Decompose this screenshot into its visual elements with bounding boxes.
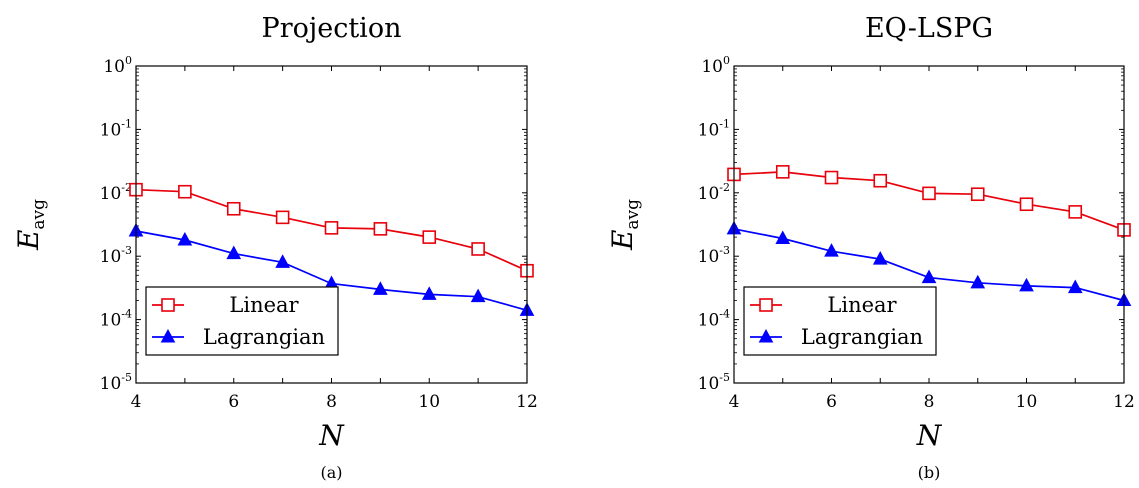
legend-label: Lagrangian xyxy=(203,325,325,349)
data-point-linear xyxy=(275,210,290,225)
x-axis-label: N xyxy=(318,419,345,452)
x-axis-label: N xyxy=(916,419,943,452)
data-point-linear xyxy=(775,165,790,179)
legend: Linear Lagrangian xyxy=(145,286,339,356)
data-point-lagrangian xyxy=(872,251,888,265)
data-point-lagrangian xyxy=(824,243,839,257)
data-point-linear xyxy=(1019,197,1034,212)
data-point-linear xyxy=(178,184,192,199)
data-point-lagrangian xyxy=(1019,277,1034,292)
data-point-linear xyxy=(970,187,985,202)
legend-box xyxy=(743,286,937,356)
data-point-linear xyxy=(226,201,241,216)
legend-box xyxy=(145,286,339,356)
data-point-lagrangian xyxy=(1067,279,1083,294)
subfigure-caption: (b) xyxy=(918,463,941,482)
legend-marker-lagrangian xyxy=(758,328,774,343)
legend-marker-lagrangian xyxy=(160,328,176,343)
data-point-linear xyxy=(873,173,888,188)
y-tick-label: 10-5 xyxy=(100,371,132,394)
x-tick-label: 4 xyxy=(729,392,740,412)
plot-frame xyxy=(135,65,528,384)
chart-title: EQ-LSPG xyxy=(865,13,993,44)
chart-title: Projection xyxy=(262,13,402,44)
y-tick-label: 100 xyxy=(103,54,132,77)
data-point-linear xyxy=(373,222,388,236)
y-tick-label: 10-4 xyxy=(698,308,730,331)
y-tick-label: 100 xyxy=(701,54,730,77)
data-point-lagrangian xyxy=(970,274,986,289)
data-point-linear xyxy=(471,242,485,256)
legend-label: Linear xyxy=(229,293,299,317)
data-point-lagrangian xyxy=(470,288,486,303)
y-tick-label: 10-1 xyxy=(100,117,132,140)
data-point-lagrangian xyxy=(177,231,193,246)
data-point-linear xyxy=(324,221,339,235)
plot-frame xyxy=(733,65,1125,384)
x-tick-label: 4 xyxy=(131,392,142,412)
y-tick-label: 10-1 xyxy=(698,117,730,140)
legend: Linear Lagrangian xyxy=(743,286,937,356)
x-tick-label: 8 xyxy=(326,392,337,412)
legend-label: Lagrangian xyxy=(801,325,923,349)
chart-panel-1: Projection 10-5 10-4 10-3 10-2 10-1 100 4 6 8 10 12… xyxy=(12,13,538,482)
y-tick-label: 10-2 xyxy=(100,181,132,204)
data-point-linear xyxy=(1068,205,1083,219)
x-tick-label: 8 xyxy=(924,392,935,412)
y-tick-label: 10-2 xyxy=(698,181,730,204)
x-tick-label: 12 xyxy=(516,392,538,412)
x-tick-label: 12 xyxy=(1113,392,1135,412)
legend-label: Linear xyxy=(827,293,897,317)
y-tick-label: 10-3 xyxy=(100,244,132,267)
y-axis-label: Eavg xyxy=(12,199,49,251)
x-tick-label: 10 xyxy=(1016,392,1038,412)
legend-marker-linear xyxy=(161,298,175,312)
data-point-lagrangian xyxy=(373,281,388,295)
chart-panel-2: EQ-LSPG 10-5 10-4 10-3 10-2 10-1 100 4 6 8 10 12 N Ea… xyxy=(606,13,1135,482)
data-point-linear xyxy=(922,186,936,201)
subfigure-caption: (a) xyxy=(320,463,342,482)
y-axis-label: Eavg xyxy=(606,199,643,251)
x-tick-label: 6 xyxy=(826,392,837,412)
y-tick-label: 10-5 xyxy=(698,371,730,394)
data-point-lagrangian xyxy=(275,254,290,268)
data-point-lagrangian xyxy=(921,269,937,284)
data-point-linear xyxy=(422,230,437,244)
y-tick-label: 10-3 xyxy=(698,244,730,267)
x-tick-label: 6 xyxy=(228,392,239,412)
data-point-lagrangian xyxy=(775,230,791,245)
legend-marker-linear xyxy=(759,298,773,312)
y-tick-label: 10-4 xyxy=(100,308,132,331)
data-point-lagrangian xyxy=(421,286,437,300)
data-point-lagrangian xyxy=(226,245,242,260)
data-point-linear xyxy=(824,170,839,185)
x-tick-label: 10 xyxy=(418,392,440,412)
series-line-linear xyxy=(733,171,1125,231)
